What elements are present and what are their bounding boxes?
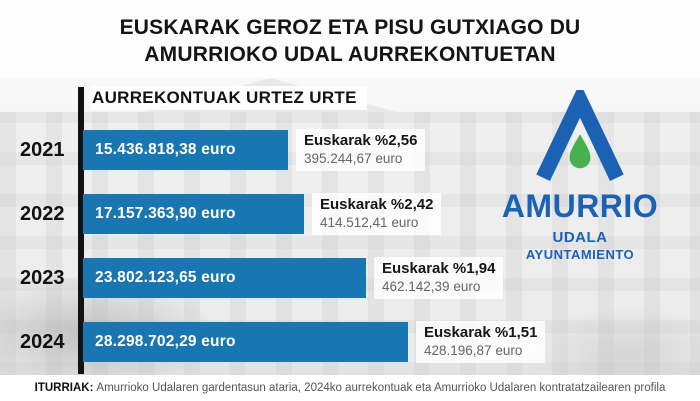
euskara-annotation: Euskarak %2,56 395.244,67 euro [296,129,426,171]
source-label: ITURRIAK: [34,382,94,394]
euskara-percent-label: Euskarak %1,94 [382,260,496,278]
chart-header: AURREKONTUAK URTEZ URTE [90,86,367,110]
logo-sub-ayuntamiento: AYUNTAMIENTO [525,247,635,262]
euskara-amount-label: 428.196,87 euro [424,342,523,358]
budget-amount-label: 17.157.363,90 euro [95,205,236,222]
euskara-annotation: Euskarak %2,42 414.512,41 euro [312,193,442,235]
euskara-annotation: Euskarak %1,51 428.196,87 euro [416,321,546,363]
budget-bar: 28.298.702,29 euro [83,322,408,362]
year-label: 2021 [20,138,65,161]
euskara-annotation: Euskarak %1,94 462.142,39 euro [374,257,504,299]
page-title: EUSKARAK GEROZ ETA PISU GUTXIAGO DU AMUR… [0,14,700,69]
euskara-percent-label: Euskarak %2,42 [320,196,434,214]
year-label: 2022 [20,202,65,225]
bar-chart: 2021 15.436.818,38 euro Euskarak %2,56 3… [0,118,700,374]
euskara-percent-label: Euskarak %1,51 [424,324,538,342]
page-title-line1: EUSKARAK GEROZ ETA PISU GUTXIAGO DU [119,16,581,39]
chart-row-2022: 2022 17.157.363,90 euro Euskarak %2,42 4… [0,182,700,246]
chart-row-2021: 2021 15.436.818,38 euro Euskarak %2,56 3… [0,118,700,182]
chart-row-2024: 2024 28.298.702,29 euro Euskarak %1,51 4… [0,310,700,374]
euskara-amount-label: 462.142,39 euro [382,278,481,294]
euskara-amount-label: 414.512,41 euro [320,214,419,230]
year-label: 2023 [20,266,65,289]
page-title-line2: AMURRIOKO UDAL AURREKONTUETAN [144,43,556,67]
budget-amount-label: 23.802.123,65 euro [95,269,236,286]
source-footnote: ITURRIAK: Amurrioko Udalaren gardentasun… [0,375,700,401]
source-text: Amurrioko Udalaren gardentasun ataria, 2… [96,382,666,394]
euskara-percent-label: Euskarak %2,56 [304,132,418,150]
budget-bar: 17.157.363,90 euro [83,194,304,234]
chart-axis-line [78,87,84,374]
chart-row-2023: 2023 23.802.123,65 euro Euskarak %1,94 4… [0,246,700,310]
budget-amount-label: 28.298.702,29 euro [95,333,236,350]
amurrio-logo: AMURRIO UDALA AYUNTAMIENTO [475,90,685,262]
year-label: 2024 [20,330,65,353]
logo-brand-text: AMURRIO [501,188,659,224]
euskara-amount-label: 395.244,67 euro [304,150,403,166]
budget-amount-label: 15.436.818,38 euro [95,141,236,158]
logo-sub-udala: UDALA [552,229,608,246]
amurrio-a-icon [536,90,624,181]
budget-bar: 15.436.818,38 euro [83,130,288,170]
budget-bar: 23.802.123,65 euro [83,258,366,298]
water-droplet-icon [569,134,591,169]
